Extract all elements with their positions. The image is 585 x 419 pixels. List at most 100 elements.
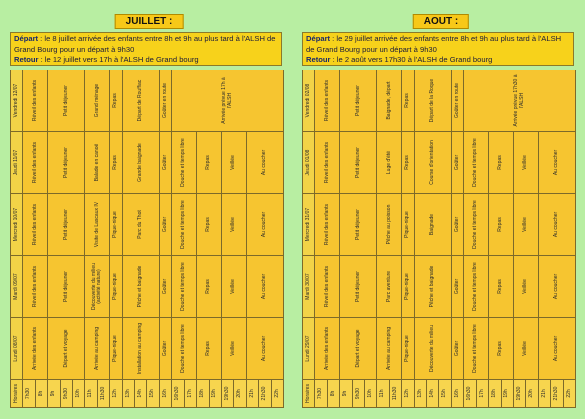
- activity-cell: Veillée: [221, 255, 247, 318]
- activity-cell: Petit déjeuner: [339, 193, 377, 256]
- activity-cell: Goûter en route: [451, 70, 464, 132]
- activity-cell: Petit déjeuner: [47, 193, 85, 256]
- depart-label: Départ: [14, 34, 39, 43]
- activity-cell: Douche et temps libre: [171, 131, 197, 194]
- time-row: 16h30 Douche et temps libre Douche et temp…: [463, 70, 576, 408]
- time-cell: 21h30: [550, 379, 564, 408]
- activity-cell: Installation au camping: [122, 317, 160, 380]
- time-row: 9h Départ et voyage Petit déjeuner Petit dé…: [47, 70, 85, 408]
- retour-label: Retour: [306, 55, 331, 64]
- activity-cell: Grand ménage: [84, 70, 110, 132]
- time-row: 12h Pique-nique Pique-nique Pique-nique Repa…: [109, 70, 123, 408]
- time-row: 11h Arrivée au camping Parc aventure Pêche …: [376, 70, 402, 408]
- activity-cell: Repas: [109, 70, 123, 132]
- time-cell: 9h30: [60, 379, 73, 408]
- activity-cell: Course d'orientation: [414, 131, 452, 194]
- activity-cell: Pêche et baignade: [414, 255, 452, 318]
- activity-cell: Pique-nique: [401, 317, 415, 380]
- time-cell: 21h30: [258, 379, 272, 408]
- activity-cell: Veillée: [513, 131, 539, 194]
- time-cell: 9h30: [352, 379, 365, 408]
- time-cell: 11h: [84, 379, 98, 408]
- time-cell: 11h: [376, 379, 390, 408]
- activity-cell: Pêche au poisson: [376, 193, 402, 256]
- activity-cell: Veillée: [221, 317, 247, 380]
- day-header: Mercredi 10/07: [10, 193, 23, 256]
- day-header: Jeudi 01/08: [302, 131, 315, 194]
- month-panel: JUILLET : Départ : le 8 juillet arrivée d…: [10, 0, 288, 419]
- time-cell: 22h: [563, 379, 576, 408]
- month-title: JUILLET :: [114, 14, 184, 29]
- activity-cell: Pique-nique: [109, 193, 123, 256]
- activity-cell: Arrivée des enfants: [22, 317, 48, 380]
- activity-cell: Repas: [488, 193, 514, 256]
- time-row: 7h30 Arrivée des enfants Réveil des enfant…: [314, 70, 340, 408]
- activity-cell: Parc aventure: [376, 255, 402, 318]
- activity-cell: Départ et voyage: [47, 317, 85, 380]
- time-cell: 15h: [146, 379, 160, 408]
- time-cell: 17h: [476, 379, 489, 408]
- time-cell: 10h: [72, 379, 85, 408]
- time-row: 7h30 Arrivée des enfants Réveil des enfant…: [22, 70, 48, 408]
- activity-cell: Repas: [401, 70, 415, 132]
- activity-cell: Veillée: [513, 317, 539, 380]
- time-cell: 20h: [233, 379, 247, 408]
- activity-cell: Goûter: [451, 193, 464, 256]
- activity-cell: Arrivée au camping: [376, 317, 402, 380]
- info-box: Départ : le 29 juillet arrivée des enfan…: [302, 32, 574, 66]
- activity-cell: Goûter: [451, 131, 464, 194]
- activity-cell: Goûter: [159, 255, 172, 318]
- header-row: Horaires Lundi 08/07 Mardi 09/07 Mercredi 1…: [10, 70, 23, 408]
- activity-cell: Petit déjeuner: [339, 131, 377, 194]
- time-cell: 16h30: [463, 379, 477, 408]
- time-cell: 19h30: [221, 379, 234, 408]
- activity-cell: Douche et temps libre: [463, 255, 489, 318]
- schedule-table: Horaires Lundi 29/07 Mardi 30/07 Mercredi 3…: [302, 70, 576, 408]
- activity-cell: Goûter en route: [159, 70, 172, 132]
- activity-cell: Veillée: [513, 255, 539, 318]
- info-box: Départ : le 8 juillet arrivée des enfant…: [10, 32, 282, 66]
- time-row: 11h Arrivée au camping Découverte du milie…: [84, 70, 110, 408]
- time-cell: 19h30: [513, 379, 526, 408]
- activity-cell: Au coucher: [538, 131, 576, 194]
- activity-cell: Pique-nique: [401, 193, 415, 256]
- activity-cell: Goûter: [159, 193, 172, 256]
- activity-cell: Repas: [401, 131, 415, 194]
- activity-cell: Douche et temps libre: [463, 193, 489, 256]
- time-cell: 21h: [246, 379, 259, 408]
- activity-cell: Réveil des enfants: [314, 70, 340, 132]
- time-cell: 20h: [525, 379, 539, 408]
- activity-cell: Repas: [488, 255, 514, 318]
- activity-cell: Goûter: [159, 317, 172, 380]
- activity-cell: Douche et temps libre: [171, 255, 197, 318]
- retour-text: : le 2 août vers 17h30 à l'ALSH de Grand…: [330, 55, 493, 64]
- day-header: Mercredi 31/07: [302, 193, 315, 256]
- activity-cell: Petit déjeuner: [47, 131, 85, 194]
- time-row: 13h Installation au camping Pêche et baign…: [122, 70, 160, 408]
- activity-cell: Petit déjeuner: [339, 70, 377, 132]
- activity-cell: Baignade: [414, 193, 452, 256]
- activity-cell: Arrivée au camping: [84, 317, 110, 380]
- schedule-box: Horaires Lundi 29/07 Mardi 30/07 Mercredi 3…: [302, 70, 576, 408]
- time-cell: 14h: [426, 379, 439, 408]
- activity-cell: Pique-nique: [401, 255, 415, 318]
- time-cell: 8h: [35, 379, 48, 408]
- day-header: Lundi 08/07: [10, 317, 23, 380]
- activity-cell: Au coucher: [246, 131, 284, 194]
- activity-cell: Arrivée des enfants: [314, 317, 340, 380]
- time-cell: 16h30: [171, 379, 185, 408]
- activity-cell: Petit déjeuner: [47, 70, 85, 132]
- day-header: Mardi 30/07: [302, 255, 315, 318]
- retour-label: Retour: [14, 55, 39, 64]
- activity-cell: Repas: [196, 131, 222, 194]
- day-header: Jeudi 11/07: [10, 131, 23, 194]
- day-header: Lundi 29/07: [302, 317, 315, 380]
- time-cell: 7h30: [22, 379, 36, 408]
- activity-cell: Baignade, départ: [376, 70, 402, 132]
- time-row: 16h Goûter Goûter Goûter Goûter Goûter en rou…: [159, 70, 172, 408]
- time-row: 16h Goûter Goûter Goûter Goûter Goûter en rou…: [451, 70, 464, 408]
- activity-cell: Balade en canoë: [84, 131, 110, 194]
- month-panel: AOUT : Départ : le 29 juillet arrivée des…: [302, 0, 580, 419]
- activity-cell: Pique-nique: [109, 255, 123, 318]
